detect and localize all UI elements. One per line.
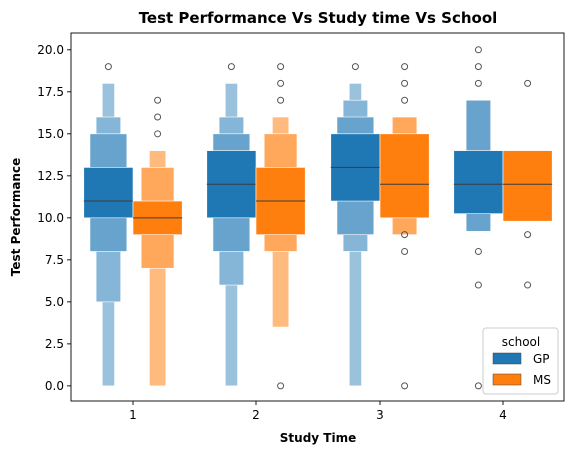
outlier-point — [155, 97, 161, 103]
legend-swatch-ms — [493, 374, 521, 385]
legend: school GP MS — [483, 328, 558, 394]
outlier-point — [402, 248, 408, 254]
outlier-point — [278, 383, 284, 389]
outlier-point — [475, 64, 481, 70]
legend-label-gp: GP — [533, 352, 550, 366]
outlier-point — [278, 97, 284, 103]
boxen-ms-3 — [380, 64, 429, 389]
y-tick-label: 12.5 — [37, 169, 64, 183]
y-tick-label: 15.0 — [37, 127, 64, 141]
outlier-point — [525, 232, 531, 238]
y-tick-label: 17.5 — [37, 85, 64, 99]
y-tick-label: 20.0 — [37, 43, 64, 57]
outlier-point — [228, 64, 234, 70]
y-tick-label: 0.0 — [45, 379, 64, 393]
y-tick-label: 10.0 — [37, 211, 64, 225]
outlier-point — [475, 80, 481, 86]
x-tick-label: 2 — [252, 408, 260, 422]
outlier-point — [402, 97, 408, 103]
x-tick-label: 1 — [129, 408, 137, 422]
y-axis-label: Test Performance — [9, 158, 23, 276]
plot-area — [84, 47, 552, 389]
outlier-point — [278, 80, 284, 86]
x-axis-label: Study Time — [280, 431, 356, 445]
boxen-ms-2 — [256, 64, 305, 389]
boxen-level — [454, 151, 503, 214]
outlier-point — [155, 131, 161, 137]
outlier-point — [525, 282, 531, 288]
y-tick-label: 5.0 — [45, 295, 64, 309]
outlier-point — [402, 64, 408, 70]
legend-title: school — [502, 335, 540, 349]
boxen-gp-1 — [84, 64, 133, 386]
legend-swatch-gp — [493, 353, 521, 364]
outlier-point — [475, 248, 481, 254]
y-tick-label: 2.5 — [45, 337, 64, 351]
chart-title: Test Performance Vs Study time Vs School — [139, 9, 498, 27]
outlier-point — [155, 114, 161, 120]
outlier-point — [525, 80, 531, 86]
boxen-ms-1 — [133, 97, 182, 386]
boxen-level — [380, 134, 429, 218]
outlier-point — [105, 64, 111, 70]
boxen-gp-2 — [207, 64, 256, 386]
outlier-point — [352, 64, 358, 70]
x-tick-label: 3 — [376, 408, 384, 422]
outlier-point — [475, 47, 481, 53]
legend-label-ms: MS — [533, 373, 551, 387]
boxen-ms-4 — [503, 80, 552, 288]
boxen-level — [503, 151, 552, 222]
outlier-point — [475, 383, 481, 389]
boxen-level — [84, 167, 133, 217]
outlier-point — [402, 383, 408, 389]
y-tick-label: 7.5 — [45, 253, 64, 267]
outlier-point — [278, 64, 284, 70]
outlier-point — [402, 80, 408, 86]
outlier-point — [475, 282, 481, 288]
boxen-gp-3 — [331, 64, 380, 386]
x-tick-label: 4 — [499, 408, 507, 422]
